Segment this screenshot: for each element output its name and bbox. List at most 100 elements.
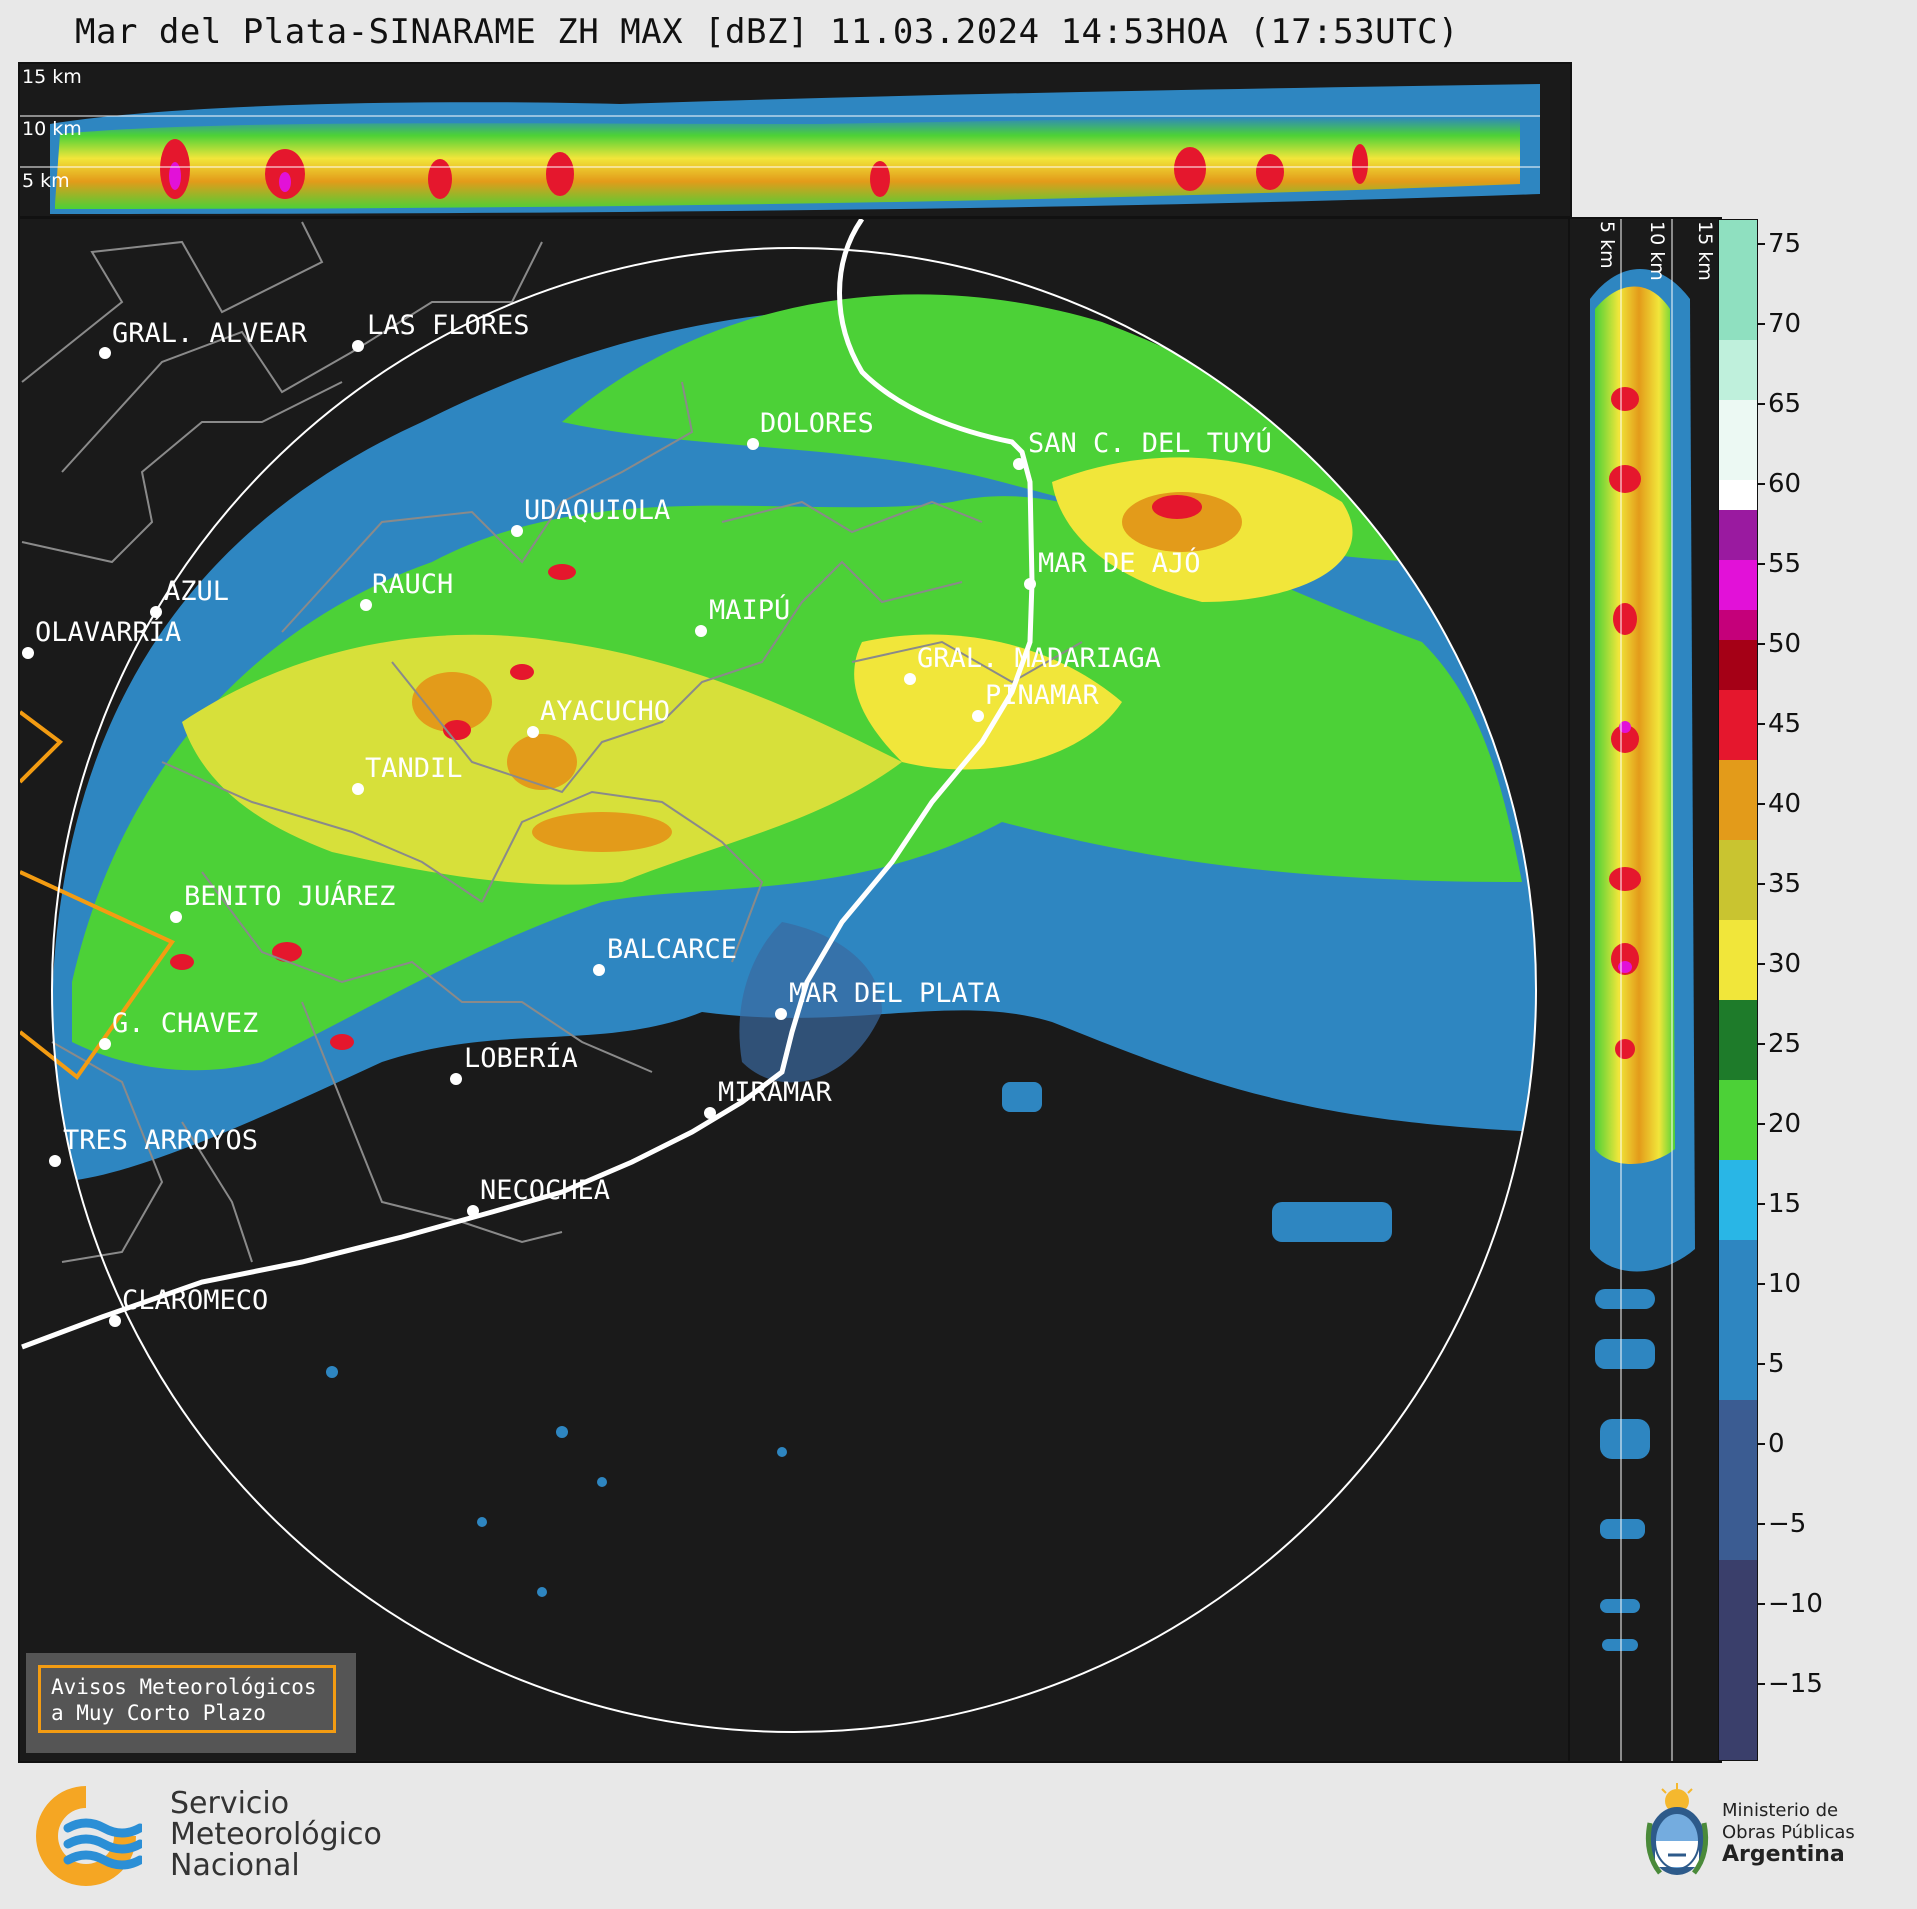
- chart-title: Mar del Plata-SINARAME ZH MAX [dBZ] 11.0…: [75, 12, 1460, 52]
- colorbar-tick-label: 0: [1768, 1429, 1785, 1459]
- smn-logo-icon: [36, 1786, 142, 1886]
- city-label: BENITO JUÁREZ: [184, 880, 395, 912]
- coastline: [21, 219, 1035, 1350]
- city-label: OLAVARRÍA: [35, 616, 181, 648]
- city-label: MIRAMAR: [718, 1077, 833, 1108]
- city-tres-arroyos: TRES ARROYOS: [49, 1125, 258, 1167]
- smn-line2: Meteorológico: [170, 1817, 382, 1852]
- city-label: DOLORES: [760, 408, 874, 439]
- city-markers: GRAL. ALVEAR LAS FLORES DOLORES SAN C. D…: [22, 310, 1272, 1327]
- ministerio-line1: Ministerio de: [1722, 1800, 1839, 1821]
- city-mar-del-plata: MAR DEL PLATA: [775, 978, 1000, 1020]
- city-necochea: NECOCHEA: [467, 1175, 610, 1217]
- city-tandil: TANDIL: [352, 753, 463, 795]
- city-udaquiola: UDAQUIOLA: [511, 495, 670, 537]
- city-label: GRAL. MADARIAGA: [917, 643, 1161, 674]
- city-label: BALCARCE: [607, 934, 737, 965]
- colorbar-tick-label: −5: [1768, 1509, 1807, 1539]
- colorbar-tick: [1757, 1443, 1765, 1445]
- km-label: 15 km: [1694, 221, 1716, 281]
- city-las-flores: LAS FLORES: [352, 310, 530, 352]
- colorbar-tick-label: 75: [1768, 229, 1802, 259]
- colorbar-tick: [1757, 1603, 1765, 1605]
- colorbar-tick: [1757, 1363, 1765, 1365]
- km-label: 10 km: [1646, 221, 1668, 281]
- city-pinamar: PINAMAR: [972, 680, 1100, 722]
- colorbar-tick-label: −15: [1768, 1669, 1823, 1699]
- avisos-line1: Avisos Meteorológicos: [51, 1675, 317, 1699]
- colorbar-tick-label: 20: [1768, 1109, 1802, 1139]
- city-label: G. CHAVEZ: [112, 1008, 258, 1039]
- city-label: MAR DE AJÓ: [1038, 547, 1201, 579]
- avisos-box[interactable]: Avisos Meteorológicos a Muy Corto Plazo: [26, 1653, 356, 1753]
- top-cross-section: 15 km 10 km 5 km: [18, 62, 1572, 218]
- colorbar-tick: [1757, 403, 1765, 405]
- colorbar-tick-label: 70: [1768, 309, 1802, 339]
- city-ayacucho: AYACUCHO: [527, 696, 670, 738]
- city-label: LAS FLORES: [367, 310, 530, 341]
- city-rauch: RAUCH: [360, 569, 453, 611]
- city-loberia: LOBERÍA: [450, 1042, 578, 1085]
- km-label: 10 km: [22, 118, 82, 140]
- smn-wordmark: Servicio Meteorológico Nacional: [170, 1788, 382, 1881]
- radar-map-graphic: GRAL. ALVEAR LAS FLORES DOLORES SAN C. D…: [20, 219, 1537, 1733]
- avisos-line2: a Muy Corto Plazo: [51, 1701, 266, 1725]
- precipitation-field: [52, 294, 1536, 1597]
- colorbar-tick: [1757, 483, 1765, 485]
- city-gral-alvear: GRAL. ALVEAR: [99, 318, 308, 359]
- colorbar-tick-label: 45: [1768, 709, 1802, 739]
- colorbar-tick-label: 15: [1768, 1189, 1802, 1219]
- city-g-chavez: G. CHAVEZ: [99, 1008, 258, 1050]
- city-label: SAN C. DEL TUYÚ: [1028, 427, 1272, 459]
- colorbar-tick: [1757, 243, 1765, 245]
- colorbar-tick: [1757, 963, 1765, 965]
- city-label: NECOCHEA: [480, 1175, 610, 1206]
- colorbar-tick: [1757, 643, 1765, 645]
- argentina-coat-of-arms-icon: [1645, 1783, 1709, 1875]
- colorbar-tick-label: 35: [1768, 869, 1802, 899]
- side-cross-section: 5 km 10 km 15 km: [1568, 217, 1722, 1763]
- colorbar-tick: [1757, 803, 1765, 805]
- city-claromeco: CLAROMECO: [109, 1285, 268, 1327]
- city-maipu: MAIPÚ: [695, 594, 790, 637]
- colorbar-tick: [1757, 1043, 1765, 1045]
- avisos-link[interactable]: Avisos Meteorológicos a Muy Corto Plazo: [38, 1665, 336, 1733]
- ministerio-wordmark: Ministerio de Obras Públicas Argentina: [1722, 1800, 1855, 1867]
- ministerio-line3: Argentina: [1722, 1842, 1845, 1867]
- side-cross-section-graphic: [1590, 219, 1695, 1761]
- colorbar-tick: [1757, 563, 1765, 565]
- colorbar-tick-label: 25: [1768, 1029, 1802, 1059]
- colorbar-tick: [1757, 323, 1765, 325]
- colorbar-tick: [1757, 1683, 1765, 1685]
- ministerio-line2: Obras Públicas: [1722, 1822, 1855, 1843]
- city-gral-madariaga: GRAL. MADARIAGA: [904, 643, 1161, 685]
- colorbar-tick-label: 10: [1768, 1269, 1802, 1299]
- city-label: CLAROMECO: [122, 1285, 268, 1316]
- city-dolores: DOLORES: [747, 408, 874, 450]
- colorbar-tick-label: 5: [1768, 1349, 1785, 1379]
- city-mar-de-ajo: MAR DE AJÓ: [1024, 547, 1201, 590]
- colorbar-tick-label: −10: [1768, 1589, 1823, 1619]
- city-miramar: MIRAMAR: [704, 1077, 833, 1119]
- colorbar-tick-label: 50: [1768, 629, 1802, 659]
- range-ring: [51, 247, 1537, 1733]
- city-olavarria: OLAVARRÍA: [22, 616, 181, 659]
- city-label: TRES ARROYOS: [63, 1125, 258, 1156]
- colorbar-tick: [1757, 1123, 1765, 1125]
- colorbar-tick-label: 60: [1768, 469, 1802, 499]
- city-san-c-del-tuyu: SAN C. DEL TUYÚ: [1013, 427, 1272, 470]
- colorbar-tick-label: 55: [1768, 549, 1802, 579]
- city-benito-juarez: BENITO JUÁREZ: [170, 880, 395, 923]
- colorbar-tick-label: 30: [1768, 949, 1802, 979]
- city-label: PINAMAR: [985, 680, 1100, 711]
- colorbar-tick: [1757, 1283, 1765, 1285]
- colorbar-tick-label: 65: [1768, 389, 1802, 419]
- km-label: 5 km: [1596, 221, 1618, 269]
- colorbar: [1718, 219, 1758, 1761]
- city-label: TANDIL: [365, 753, 463, 784]
- city-label: UDAQUIOLA: [524, 495, 670, 526]
- city-label: MAIPÚ: [709, 594, 790, 626]
- colorbar-tick: [1757, 1523, 1765, 1525]
- colorbar-tick: [1757, 883, 1765, 885]
- city-label: AYACUCHO: [540, 696, 670, 727]
